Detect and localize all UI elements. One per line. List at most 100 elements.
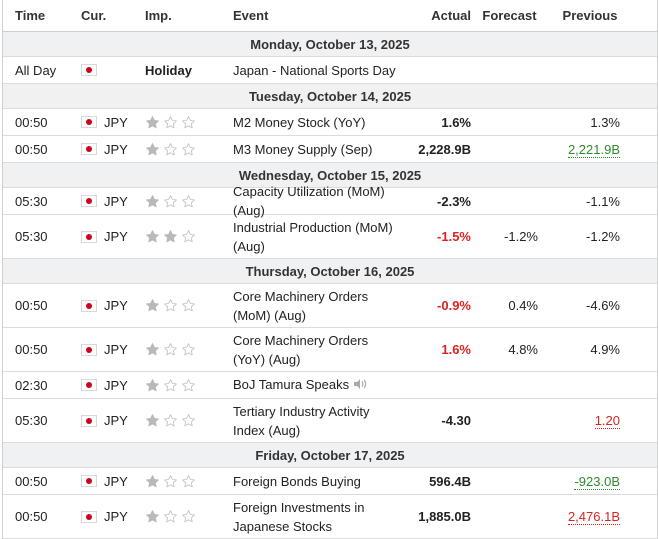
speaker-icon[interactable] (353, 376, 367, 395)
event-time: 00:50 (15, 114, 48, 130)
star-empty-icon (181, 229, 197, 244)
japan-flag-icon (81, 143, 97, 155)
previous-number: 1.3% (590, 114, 620, 130)
star-filled-icon (145, 509, 161, 524)
event-time: 05:30 (15, 193, 48, 209)
event-name[interactable]: Core Machinery Orders (MoM) (Aug) (233, 288, 369, 323)
japan-flag-icon (81, 230, 97, 243)
previous-value: -1.1% (538, 194, 620, 209)
table-row[interactable]: 05:30 JPY Tertiary Industry Activity Index… (3, 399, 657, 443)
previous-number: -4.6% (586, 298, 620, 313)
header-event[interactable]: Event (233, 8, 269, 23)
event-name-cell: Foreign Bonds Buying (221, 472, 401, 491)
actual-value: -2.3% (437, 193, 471, 209)
day-header: Monday, October 13, 2025 (3, 32, 657, 57)
actual-value: 1.6% (441, 342, 471, 357)
actual-value: -0.9% (437, 298, 471, 313)
previous-number: -1.1% (586, 193, 620, 209)
currency-cell: JPY (67, 413, 133, 428)
event-name-cell: M2 Money Stock (YoY) (221, 113, 401, 132)
star-empty-icon (181, 142, 197, 157)
header-previous[interactable]: Previous (562, 8, 618, 23)
actual-value: -4.30 (441, 413, 471, 428)
currency-cell: JPY (67, 509, 133, 524)
event-name[interactable]: Capacity Utilization (MoM) (Aug) (233, 184, 385, 218)
event-name[interactable]: Industrial Production (MoM) (Aug) (233, 219, 393, 254)
day-header: Tuesday, October 14, 2025 (3, 84, 657, 109)
currency-code: JPY (104, 377, 128, 393)
event-name[interactable]: BoJ Tamura Speaks (233, 376, 350, 392)
table-row[interactable]: 00:50 JPY Foreign Bonds Buying 596.4B -923.0… (3, 468, 657, 495)
previous-value: -4.6% (538, 298, 620, 313)
table-row[interactable]: All Day Holiday Japan - National Sports … (3, 57, 657, 84)
japan-flag-icon (81, 64, 97, 76)
event-name-cell: Industrial Production (MoM) (Aug) (221, 218, 401, 256)
event-time: 00:50 (15, 509, 48, 524)
event-time: 00:50 (15, 473, 48, 489)
star-filled-icon (163, 229, 179, 244)
japan-flag-icon (81, 195, 97, 207)
event-name[interactable]: Japan - National Sports Day (233, 62, 396, 78)
previous-number[interactable]: 2,476.1B (567, 509, 620, 525)
actual-value: 1.6% (441, 114, 471, 130)
table-row[interactable]: 00:50 JPY Foreign Investments in Japanese … (3, 495, 657, 539)
japan-flag-icon (81, 299, 97, 312)
importance-stars (133, 115, 221, 130)
star-empty-icon (163, 194, 179, 209)
currency-cell: JPY (67, 229, 133, 244)
event-name-cell: Tertiary Industry Activity Index (Aug) (221, 402, 401, 440)
header-importance[interactable]: Imp. (145, 8, 172, 23)
star-empty-icon (163, 115, 179, 130)
table-row[interactable]: 00:50 JPY Core Machinery Orders (YoY) (Aug… (3, 328, 657, 372)
event-name-cell: Foreign Investments in Japanese Stocks (221, 498, 401, 536)
forecast-value: 0.4% (508, 298, 538, 313)
header-actual[interactable]: Actual (431, 8, 471, 23)
table-row[interactable]: 05:30 JPY Industrial Production (MoM) (Aug… (3, 215, 657, 259)
importance-stars (133, 142, 221, 157)
star-filled-icon (145, 298, 161, 313)
event-name-cell: Core Machinery Orders (YoY) (Aug) (221, 331, 401, 369)
star-empty-icon (163, 509, 179, 524)
currency-code: JPY (104, 193, 128, 209)
event-name[interactable]: Tertiary Industry Activity Index (Aug) (233, 403, 370, 438)
japan-flag-icon (81, 475, 97, 487)
day-header: Wednesday, October 15, 2025 (3, 163, 657, 188)
star-empty-icon (181, 194, 197, 209)
star-filled-icon (145, 413, 161, 428)
event-time: 05:30 (15, 413, 48, 428)
japan-flag-icon (81, 414, 97, 427)
table-row[interactable]: 00:50 JPY M3 Money Supply (Sep) 2,228.9B 2,2… (3, 136, 657, 163)
japan-flag-icon (81, 379, 97, 391)
currency-code: JPY (104, 342, 128, 357)
previous-number[interactable]: 2,221.9B (567, 141, 620, 158)
actual-value: 596.4B (429, 473, 471, 489)
previous-number[interactable]: -923.0B (574, 473, 620, 490)
previous-value: 1.3% (538, 115, 620, 130)
star-filled-icon (145, 194, 161, 209)
table-row[interactable]: 00:50 JPY M2 Money Stock (YoY) 1.6% 1.3% (3, 109, 657, 136)
currency-code: JPY (104, 298, 128, 313)
header-currency[interactable]: Cur. (81, 8, 107, 23)
event-name[interactable]: Foreign Investments in Japanese Stocks (233, 499, 365, 534)
header-time[interactable]: Time (15, 8, 46, 23)
table-row[interactable]: 05:30 JPY Capacity Utilization (MoM) (Aug)… (3, 184, 657, 218)
day-header: Friday, October 17, 2025 (3, 443, 657, 468)
currency-cell (67, 64, 133, 76)
star-empty-icon (163, 342, 179, 357)
currency-cell: JPY (67, 378, 133, 393)
star-empty-icon (181, 378, 197, 393)
table-row[interactable]: 02:30 JPY BoJ Tamura Speaks (3, 372, 657, 399)
event-name[interactable]: Foreign Bonds Buying (233, 473, 361, 489)
header-forecast[interactable]: Forecast (482, 8, 537, 23)
currency-cell: JPY (67, 342, 133, 357)
currency-code: JPY (104, 114, 128, 130)
event-time: All Day (15, 62, 57, 78)
event-name[interactable]: Core Machinery Orders (YoY) (Aug) (233, 332, 369, 367)
star-empty-icon (181, 115, 197, 130)
event-time: 00:50 (15, 342, 48, 357)
event-name[interactable]: M3 Money Supply (Sep) (233, 141, 373, 157)
previous-number[interactable]: 1.20 (594, 413, 620, 429)
event-name[interactable]: M2 Money Stock (YoY) (233, 114, 366, 130)
table-row[interactable]: 00:50 JPY Core Machinery Orders (MoM) (Aug… (3, 284, 657, 328)
